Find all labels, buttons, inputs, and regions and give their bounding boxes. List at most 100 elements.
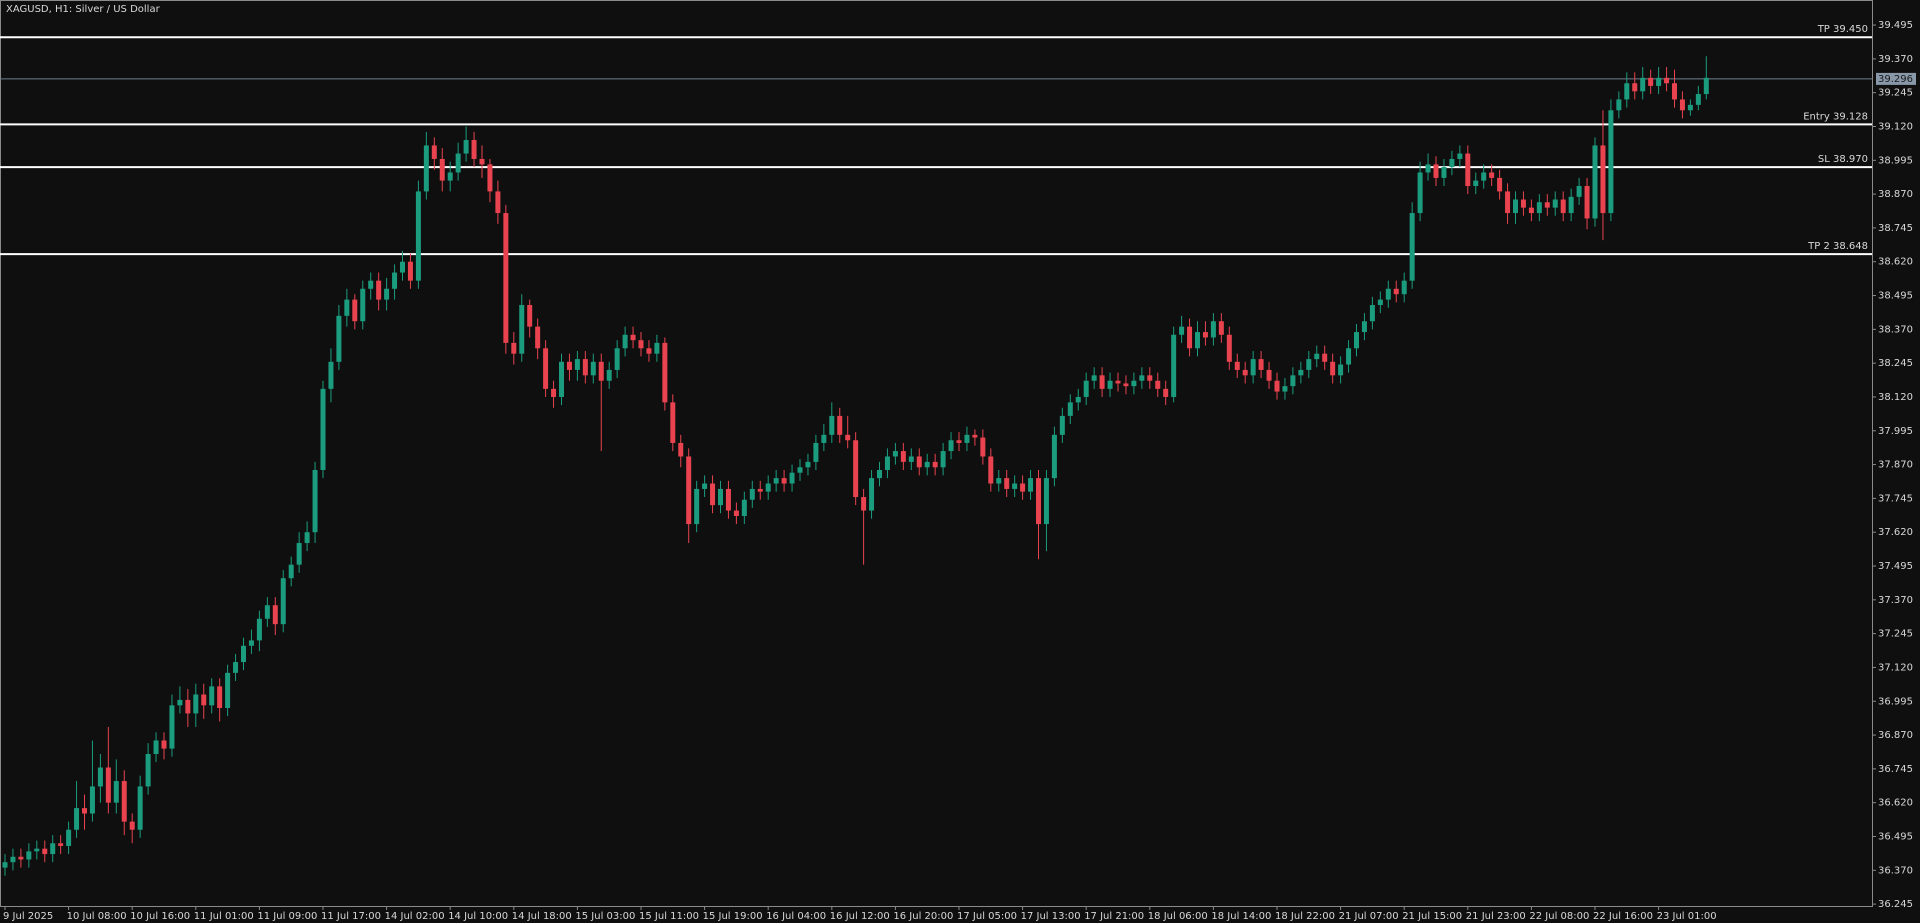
x-tick-label: 11 Jul 17:00	[321, 911, 381, 922]
candle-body	[415, 191, 421, 281]
candle-body	[765, 483, 771, 492]
candle-body	[1560, 199, 1566, 214]
candle-body	[248, 640, 254, 646]
candle-body	[1330, 361, 1336, 376]
candle-body	[686, 456, 692, 525]
candle-body	[1155, 380, 1161, 389]
x-tick-label: 21 Jul 07:00	[1339, 911, 1399, 922]
y-tick-label: 36.870	[1878, 730, 1913, 741]
candle-body	[1274, 380, 1280, 392]
candle-body	[559, 361, 564, 397]
candle-body	[1568, 196, 1574, 214]
x-tick-label: 14 Jul 02:00	[385, 911, 445, 922]
y-tick-label: 39.495	[1878, 20, 1913, 31]
y-tick-label: 38.120	[1878, 392, 1913, 403]
candle-body	[948, 440, 954, 452]
candle-body	[26, 851, 32, 860]
candle-body	[10, 856, 16, 863]
candle-body	[97, 767, 103, 787]
x-tick-label: 10 Jul 08:00	[67, 911, 127, 922]
x-tick-label: 16 Jul 20:00	[893, 911, 953, 922]
candle-body	[169, 705, 175, 749]
x-tick-label: 22 Jul 16:00	[1593, 911, 1653, 922]
y-tick-label: 37.370	[1878, 595, 1913, 606]
candle-body	[606, 369, 612, 381]
x-tick-label: 17 Jul 05:00	[957, 911, 1017, 922]
candle-body	[1346, 348, 1352, 365]
candle-body	[694, 488, 700, 525]
candle-body	[113, 781, 119, 803]
candle-body	[161, 740, 167, 749]
candle-body	[487, 164, 493, 192]
candle-body	[853, 440, 859, 498]
candle-body	[82, 808, 87, 814]
level-label: SL 38.970	[1818, 154, 1868, 165]
plot-frame	[0, 0, 1873, 907]
candle-body	[66, 829, 72, 846]
x-tick-label: 15 Jul 11:00	[639, 911, 699, 922]
candle-body	[1600, 145, 1606, 214]
x-tick-label: 17 Jul 21:00	[1084, 911, 1144, 922]
candle-body	[1544, 202, 1550, 208]
x-tick-label: 16 Jul 04:00	[766, 911, 826, 922]
y-tick-label: 37.995	[1878, 426, 1913, 437]
candle-body	[177, 699, 183, 706]
candle-body	[1497, 177, 1503, 192]
candle-body	[757, 488, 763, 492]
candle-body	[1632, 83, 1638, 92]
candle-body	[527, 305, 533, 327]
y-tick-label: 39.245	[1878, 88, 1913, 99]
candle-body	[1393, 288, 1399, 295]
candle-body	[574, 359, 580, 370]
candle-body	[1592, 145, 1598, 219]
candle-body	[1401, 280, 1407, 295]
candle-body	[519, 305, 525, 354]
candle-body	[121, 781, 127, 822]
candle-body	[1648, 77, 1654, 86]
candle-body	[741, 499, 747, 516]
candle-body	[264, 605, 270, 619]
candle-body	[630, 334, 636, 341]
y-tick-label: 37.745	[1878, 493, 1913, 504]
candle-body	[1107, 380, 1113, 389]
candle-body	[1075, 396, 1081, 403]
candle-body	[662, 342, 668, 403]
candle-body	[42, 848, 48, 855]
x-tick-label: 11 Jul 09:00	[257, 911, 317, 922]
candle-body	[1067, 402, 1073, 416]
candle-body	[1250, 359, 1256, 376]
candle-body	[1703, 77, 1709, 95]
candle-body	[376, 280, 382, 300]
y-tick-label: 37.120	[1878, 662, 1913, 673]
candle-body	[932, 461, 938, 468]
candle-body	[511, 342, 517, 354]
x-tick-label: 18 Jul 06:00	[1148, 911, 1208, 922]
candle-body	[479, 158, 485, 165]
candle-body	[105, 767, 111, 803]
y-tick-label: 38.995	[1878, 155, 1913, 166]
y-tick-label: 36.620	[1878, 798, 1913, 809]
y-tick-label: 36.745	[1878, 764, 1913, 775]
candle-body	[1020, 483, 1026, 492]
candle-body	[145, 753, 151, 787]
candle-body	[566, 361, 572, 370]
candle-body	[201, 694, 207, 706]
candle-body	[1624, 83, 1630, 100]
x-tick-label: 18 Jul 22:00	[1275, 911, 1335, 922]
candle-body	[1584, 186, 1590, 219]
candle-body	[368, 280, 374, 289]
candle-body	[622, 334, 628, 349]
candle-body	[241, 645, 246, 663]
candle-body	[1059, 415, 1065, 435]
candle-body	[1520, 199, 1526, 208]
candle-body	[1536, 202, 1542, 214]
candle-body	[1298, 369, 1304, 376]
candle-body	[670, 402, 676, 443]
candle-body	[1457, 153, 1463, 159]
y-tick-label: 38.620	[1878, 257, 1913, 268]
y-tick-label: 36.995	[1878, 696, 1913, 707]
x-tick-label: 22 Jul 08:00	[1529, 911, 1589, 922]
candle-body	[1242, 369, 1248, 376]
y-tick-label: 37.620	[1878, 527, 1913, 538]
candle-body	[304, 532, 310, 544]
